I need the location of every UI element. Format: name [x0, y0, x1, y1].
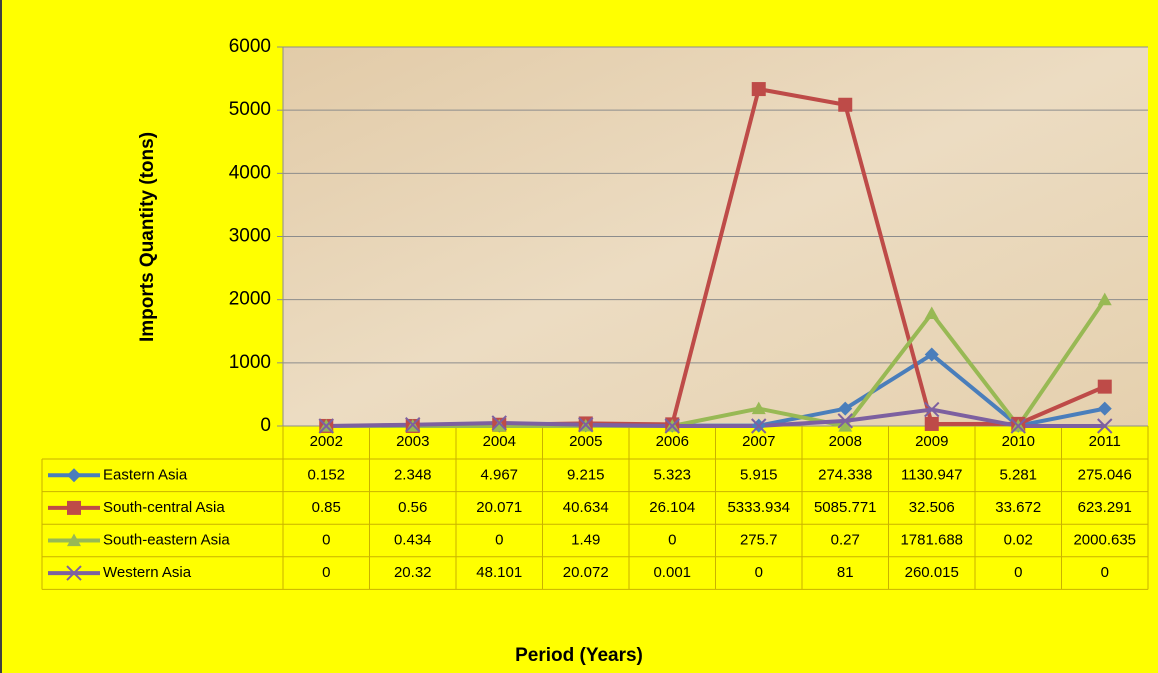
table-value: 0.152	[307, 466, 345, 483]
x-tick-label: 2010	[1002, 433, 1035, 450]
x-axis-title: Period (Years)	[515, 645, 643, 666]
x-tick-label: 2007	[742, 433, 775, 450]
x-tick-label: 2006	[656, 433, 689, 450]
table-value: 0	[668, 531, 676, 548]
marker	[1098, 380, 1112, 394]
table-value: 0	[322, 564, 330, 581]
legend-label: Eastern Asia	[103, 466, 188, 483]
x-tick-label: 2009	[915, 433, 948, 450]
legend-label: South-central Asia	[103, 499, 225, 516]
y-tick-label: 1000	[229, 352, 271, 373]
table-value: 20.071	[476, 499, 522, 516]
table-value: 2.348	[394, 466, 432, 483]
table-value: 26.104	[649, 499, 695, 516]
legend-key-marker	[67, 468, 81, 482]
y-tick-label: 0	[260, 415, 271, 436]
y-tick-label: 4000	[229, 162, 271, 183]
table-value: 5085.771	[814, 499, 877, 516]
table-value: 1130.947	[901, 466, 962, 483]
page: {"chart_data": {"type": "line", "y_label…	[0, 0, 1158, 673]
x-tick-label: 2002	[310, 433, 343, 450]
y-tick-label: 3000	[229, 226, 271, 247]
table-value: 0	[322, 531, 330, 548]
x-tick-label: 2011	[1089, 433, 1121, 450]
x-tick-label: 2003	[396, 433, 429, 450]
chart: Imports Quantity (tons) Period (Years) 0…	[0, 0, 1158, 673]
table-value: 48.101	[476, 564, 522, 581]
table-value: 623.291	[1078, 499, 1132, 516]
table-value: 0	[1014, 564, 1022, 581]
x-tick-label: 2005	[569, 433, 602, 450]
table-value: 5.323	[653, 466, 691, 483]
table-value: 0	[1101, 564, 1109, 581]
table-value: 32.506	[909, 499, 955, 516]
table-value: 40.634	[563, 499, 609, 516]
y-tick-label: 5000	[229, 99, 271, 120]
x-tick-label: 2008	[829, 433, 862, 450]
table-value: 9.215	[567, 466, 605, 483]
table-value: 0	[755, 564, 763, 581]
table-value: 0.02	[1004, 531, 1033, 548]
table-value: 5.915	[740, 466, 778, 483]
marker	[925, 417, 939, 431]
table-value: 0	[495, 531, 503, 548]
table-value: 81	[837, 564, 854, 581]
table-value: 275.046	[1078, 466, 1132, 483]
table-value: 0.001	[653, 564, 691, 581]
y-tick-label: 6000	[229, 36, 271, 57]
marker	[752, 82, 766, 96]
table-value: 5.281	[999, 466, 1037, 483]
legend-label: South-eastern Asia	[103, 531, 230, 548]
table-value: 20.072	[563, 564, 609, 581]
table-value: 0.56	[398, 499, 427, 516]
y-tick-label: 2000	[229, 289, 271, 310]
table-value: 0.85	[312, 499, 341, 516]
table-value: 4.967	[480, 466, 518, 483]
y-axis-title: Imports Quantity (tons)	[137, 132, 158, 342]
legend-label: Western Asia	[103, 564, 192, 581]
table-value: 2000.635	[1073, 531, 1136, 548]
table-value: 275.7	[740, 531, 778, 548]
table-value: 5333.934	[727, 499, 790, 516]
table-value: 274.338	[818, 466, 872, 483]
table-value: 260.015	[905, 564, 959, 581]
x-tick-label: 2004	[483, 433, 516, 450]
table-value: 0.434	[394, 531, 432, 548]
left-border	[0, 0, 2, 673]
table-value: 33.672	[995, 499, 1041, 516]
table-value: 1781.688	[900, 531, 963, 548]
table-value: 1.49	[571, 531, 600, 548]
table-value: 20.32	[394, 564, 432, 581]
table-value: 0.27	[831, 531, 860, 548]
legend-key-marker	[67, 501, 81, 515]
marker	[838, 98, 852, 112]
